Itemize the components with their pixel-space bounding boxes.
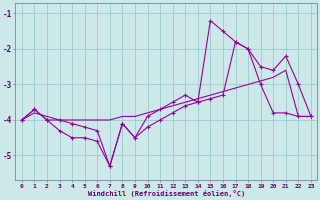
X-axis label: Windchill (Refroidissement éolien,°C): Windchill (Refroidissement éolien,°C) — [88, 190, 245, 197]
